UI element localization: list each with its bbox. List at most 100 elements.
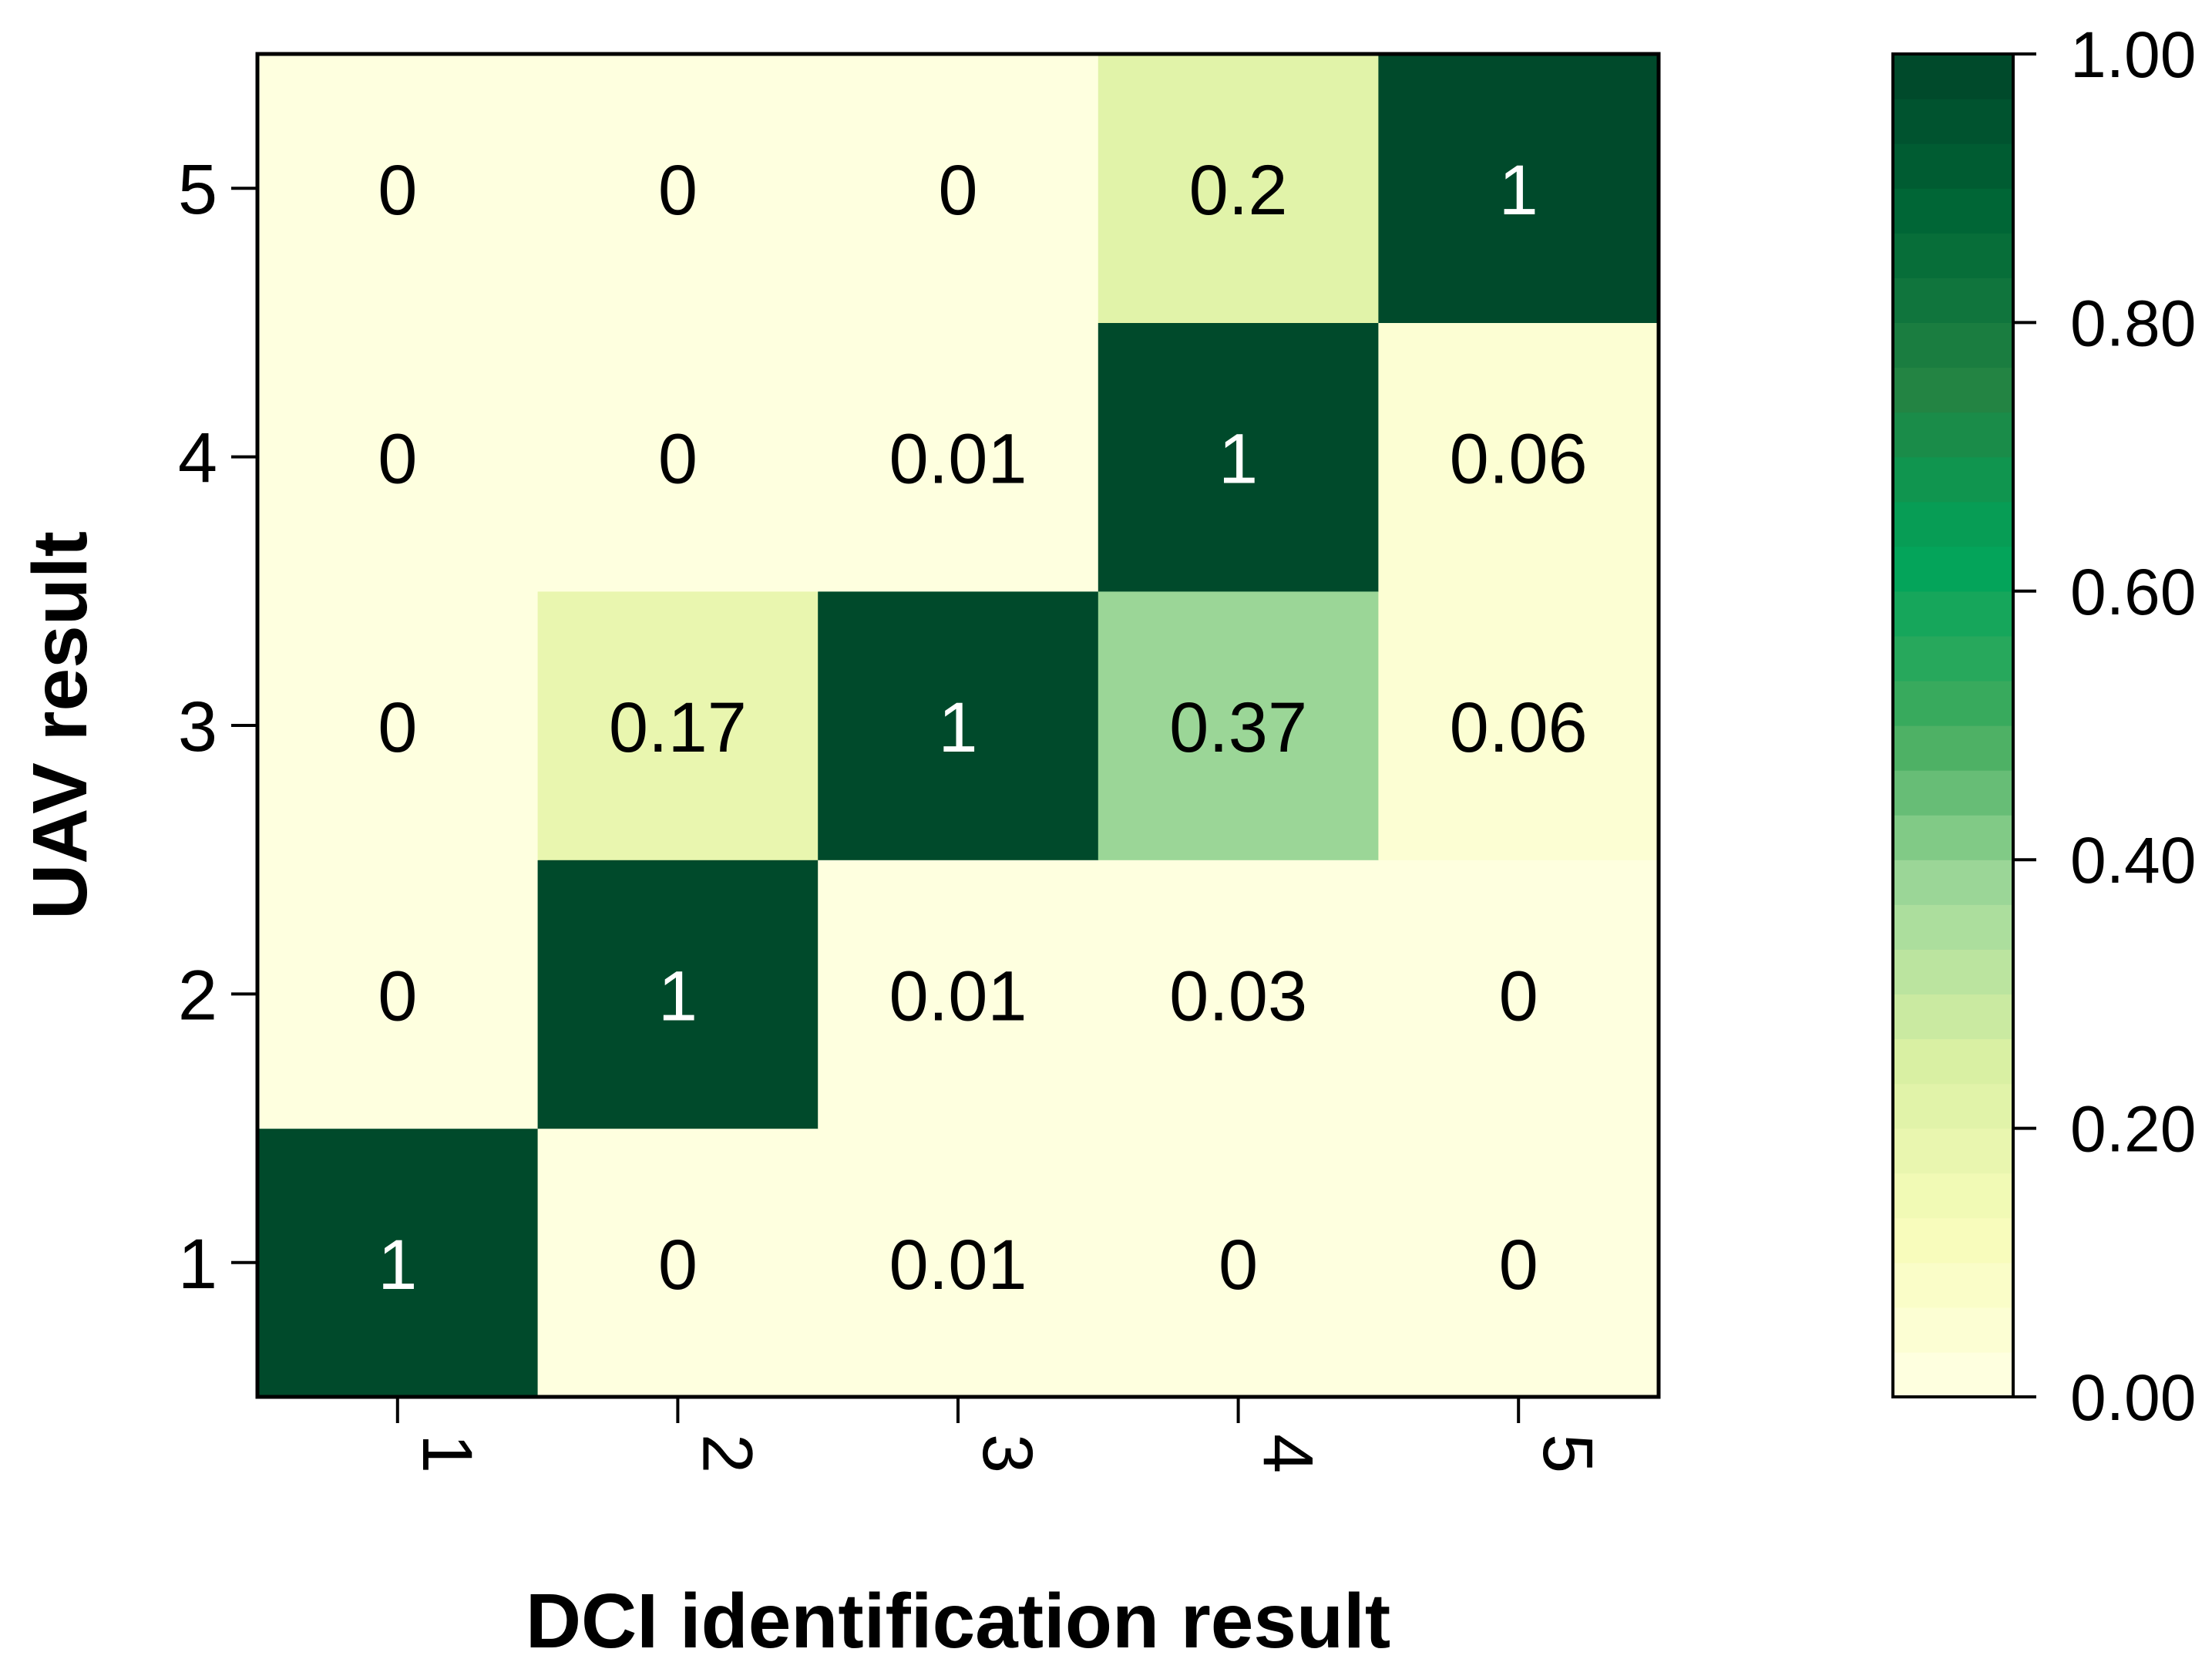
cell-value-label: 0.17 [609, 688, 747, 767]
colorbar-band [1893, 1307, 2013, 1353]
cell-value-label: 0.01 [889, 957, 1027, 1035]
cell-value-label: 0 [658, 1226, 698, 1304]
cell-value-label: 0.37 [1169, 688, 1307, 767]
heatmap-cell [818, 591, 1099, 860]
colorbar-band [1893, 591, 2013, 637]
colorbar-band [1893, 322, 2013, 368]
cell-value-label: 0 [938, 151, 977, 230]
cell-value-label: 0.2 [1189, 151, 1288, 230]
y-tick-label: 1 [178, 1225, 217, 1304]
colorbar-band [1893, 1038, 2013, 1085]
colorbar-band [1893, 456, 2013, 503]
x-axis: 1 2 3 4 5 [395, 1397, 1607, 1473]
heatmap-cell [1098, 860, 1379, 1129]
cell-value-label: 1 [378, 1226, 417, 1304]
cell-value-label: 0 [378, 688, 417, 767]
colorbar-band [1893, 367, 2013, 413]
heatmap-cell [537, 860, 819, 1129]
colorbar: 0.00 0.20 0.40 0.60 0.80 1.00 [1891, 19, 2197, 1434]
colorbar-band [1893, 860, 2013, 905]
heatmap-cell [818, 1128, 1099, 1398]
x-tick-label: 5 [1528, 1434, 1607, 1473]
colorbar-band [1893, 725, 2013, 771]
heatmap-cell [1378, 54, 1659, 323]
colorbar-band [1893, 1217, 2013, 1264]
heatmap-cell [818, 54, 1099, 323]
x-tick-label: 1 [408, 1434, 486, 1473]
heatmap-cell [537, 591, 819, 860]
colorbar-band [1893, 1351, 2013, 1398]
colorbar-band [1893, 412, 2013, 458]
cell-value-label: 0.06 [1450, 420, 1588, 499]
heatmap-cell-labels: 1 0 0.01 0 0 0 1 0.01 0.03 0 0 0.17 1 0.37 0.06 0 0 0.01 1… [378, 151, 1588, 1304]
cell-value-label: 0 [658, 420, 698, 499]
heatmap-cell [257, 860, 539, 1129]
cell-value-label: 1 [1219, 420, 1258, 499]
colorbar-band [1893, 815, 2013, 860]
colorbar-band [1893, 1262, 2013, 1308]
colorbar-band [1893, 233, 2013, 278]
colorbar-band [1893, 994, 2013, 1040]
cell-value-label: 0 [658, 151, 698, 230]
heatmap-cell [1098, 54, 1379, 323]
cell-value-label: 0.06 [1450, 688, 1588, 767]
x-tick-label: 2 [687, 1434, 766, 1473]
cell-value-label: 0 [1499, 957, 1538, 1035]
colorbar-band [1893, 278, 2013, 323]
colorbar-band [1893, 501, 2013, 547]
cell-value-label: 0.01 [889, 420, 1027, 499]
cell-value-label: 1 [1499, 151, 1538, 230]
cell-value-label: 1 [938, 688, 977, 767]
colorbar-band [1893, 54, 2013, 99]
x-tick-label: 4 [1249, 1434, 1327, 1473]
heatmap-cell [818, 322, 1099, 592]
colorbar-tick-label: 1.00 [2070, 19, 2197, 91]
y-tick-label: 4 [178, 419, 217, 498]
heatmap-cell [257, 591, 539, 860]
y-axis: 1 2 3 4 5 [178, 150, 257, 1304]
heatmap-cell [1098, 591, 1379, 860]
colorbar-band [1893, 546, 2013, 592]
cell-value-label: 1 [658, 957, 698, 1035]
heatmap-cell [257, 54, 539, 323]
cell-value-label: 0.03 [1169, 957, 1307, 1035]
cell-value-label: 0.01 [889, 1226, 1027, 1304]
cell-value-label: 0 [378, 151, 417, 230]
colorbar-band [1893, 143, 2013, 189]
cell-value-label: 0 [378, 957, 417, 1035]
heatmap-cell [257, 322, 539, 592]
y-tick-label: 3 [178, 688, 217, 766]
colorbar-band [1893, 1083, 2013, 1129]
y-tick-label: 2 [178, 956, 217, 1035]
heatmap-cell [537, 54, 819, 323]
colorbar-tick-label: 0.20 [2070, 1093, 2197, 1166]
colorbar-band [1893, 188, 2013, 234]
colorbar-tick-label: 0.80 [2070, 287, 2197, 359]
heatmap-cell [1378, 322, 1659, 592]
colorbar-band [1893, 904, 2013, 950]
colorbar-band [1893, 1128, 2013, 1174]
heatmap-cell [1098, 1128, 1379, 1398]
colorbar-band [1893, 99, 2013, 144]
heatmap-cell [537, 1128, 819, 1398]
heatmap-cell [1378, 860, 1659, 1129]
heatmap-cell [537, 322, 819, 592]
colorbar-frame [1891, 52, 2015, 1398]
heatmap-cell [1098, 322, 1379, 592]
heatmap-cells [257, 54, 1659, 1398]
colorbar-band [1893, 770, 2013, 816]
x-axis-title: DCI identification result [526, 1578, 1390, 1664]
colorbar-band [1893, 949, 2013, 994]
heatmap-cell [1378, 1128, 1659, 1398]
cell-value-label: 0 [1219, 1226, 1258, 1304]
colorbar-tick-label: 0.00 [2070, 1361, 2197, 1434]
cell-value-label: 0 [378, 420, 417, 499]
y-tick-label: 5 [178, 150, 217, 229]
heatmap-cell [818, 860, 1099, 1129]
colorbar-tick-label: 0.60 [2070, 556, 2197, 628]
colorbar-tick-label: 0.40 [2070, 824, 2197, 897]
cell-value-label: 0 [1499, 1226, 1538, 1304]
colorbar-band [1893, 680, 2013, 726]
